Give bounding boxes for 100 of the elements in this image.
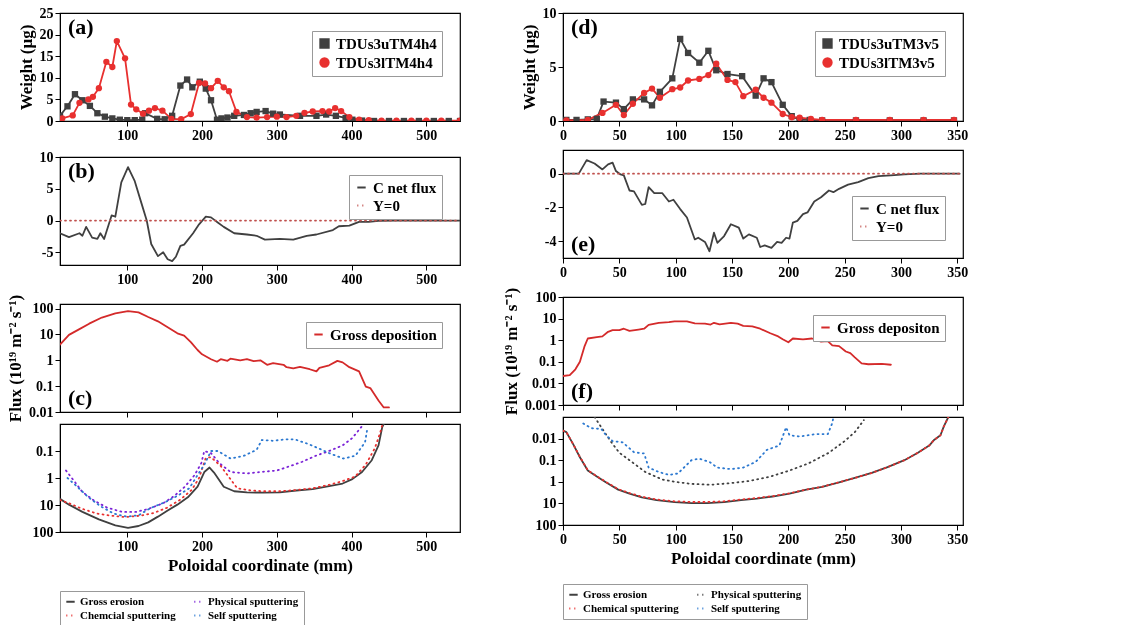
x-tick-label: 200 (778, 127, 800, 143)
y-tick-label: 0 (549, 166, 557, 182)
x-tick-label: 350 (947, 127, 969, 143)
y-tick-label: 100 (32, 301, 54, 317)
legend-label: Physical sputtering (711, 587, 802, 600)
x-tick-label: 50 (612, 127, 627, 143)
legend-label: Chemical sputtering (583, 601, 680, 614)
x-tick-label: 150 (722, 127, 744, 143)
y-tick-label: 1 (549, 332, 557, 348)
y-tick-label: 1 (46, 470, 54, 486)
y-tick-label: 15 (39, 48, 54, 64)
x-tick-label: 100 (665, 531, 687, 547)
x-tick-label: 0 (560, 264, 567, 280)
annotation: (c) (68, 385, 93, 410)
y-tick-label: 0.1 (539, 452, 557, 468)
x-tick-label: 200 (192, 271, 214, 287)
legend-label: Chemcial sputtering (80, 608, 177, 621)
x-tick-label: 300 (891, 531, 913, 547)
x-tick-label: 350 (947, 264, 969, 280)
x-tick-label: 0 (560, 531, 567, 547)
x-tick-label: 50 (612, 531, 627, 547)
y-tick-label: 0.01 (532, 431, 557, 447)
x-tick-label: 350 (947, 531, 969, 547)
legend-label: Self sputtering (208, 608, 278, 621)
y-tick-label: 0.1 (539, 354, 557, 370)
y-tick-label: 25 (39, 5, 54, 21)
x-tick-label: 200 (192, 538, 214, 554)
legend-label: TDUs3lTM3v5 (839, 54, 935, 71)
y-tick-label: 10 (542, 311, 557, 327)
legend-label: Y=0 (876, 218, 903, 235)
y-tick-label: 5 (549, 59, 557, 75)
annotation: (b) (68, 158, 95, 183)
x-tick-label: 300 (266, 538, 288, 554)
x-tick-label: 250 (834, 264, 856, 280)
legend-label: Physical sputtering (208, 594, 299, 607)
y-tick-label: 100 (535, 517, 557, 533)
legend-label: C net flux (373, 179, 437, 196)
y-tick-label: 100 (535, 289, 557, 305)
x-tick-label: 250 (834, 127, 856, 143)
x-tick-label: 200 (778, 531, 800, 547)
legend-label: TDUs3lTM4h4 (336, 54, 434, 71)
legend-label: Gross deposition (330, 326, 438, 343)
x-tick-label: 400 (341, 538, 363, 554)
y-tick-label: 10 (39, 497, 54, 513)
y-tick-label: 0.01 (532, 375, 557, 391)
y-tick-label: 0.1 (36, 378, 54, 394)
y-tick-label: 10 (542, 495, 557, 511)
legend-label: Gross depositon (837, 319, 941, 336)
y-tick-label: 10 (39, 149, 54, 165)
y-axis-title: Weight (μg) (16, 24, 36, 111)
y-tick-label: -4 (544, 233, 557, 249)
x-tick-label: 200 (778, 264, 800, 280)
x-tick-label: 100 (665, 127, 687, 143)
x-tick-label: 300 (266, 127, 288, 143)
x-tick-label: 250 (834, 531, 856, 547)
x-axis-title: Poloidal coordinate (mm) (670, 548, 857, 568)
y-tick-label: 0.001 (525, 397, 557, 413)
x-tick-label: 150 (722, 264, 744, 280)
legend-label: TDUs3uTM4h4 (336, 35, 438, 52)
y-axis-title: Weight (μg) (519, 24, 539, 111)
y-axis-title: Flux (10¹⁹ m⁻² s⁻¹) (6, 294, 25, 423)
x-tick-label: 200 (192, 127, 214, 143)
legend-label: Self sputtering (711, 601, 781, 614)
annotation: (d) (571, 14, 598, 39)
x-tick-label: 150 (722, 531, 744, 547)
x-tick-label: 100 (117, 538, 139, 554)
x-tick-label: 500 (416, 538, 438, 554)
x-tick-label: 400 (341, 271, 363, 287)
y-tick-label: 0 (549, 113, 557, 129)
legend-label: C net flux (876, 200, 940, 217)
legend-label: Gross erosion (583, 587, 648, 600)
x-tick-label: 100 (665, 264, 687, 280)
legend-label: TDUs3uTM3v5 (839, 35, 940, 52)
y-tick-label: 10 (542, 5, 557, 21)
y-tick-label: -5 (41, 244, 54, 260)
y-tick-label: 0.01 (29, 404, 54, 420)
y-tick-label: 1 (46, 352, 54, 368)
x-tick-label: 300 (891, 264, 913, 280)
x-tick-label: 100 (117, 127, 139, 143)
y-tick-label: 10 (39, 70, 54, 86)
annotation: (f) (571, 378, 593, 403)
y-tick-label: 0 (46, 213, 54, 229)
y-tick-label: 0 (46, 113, 54, 129)
x-tick-label: 50 (612, 264, 627, 280)
x-tick-label: 400 (341, 127, 363, 143)
x-axis-title: Poloidal coordinate (mm) (167, 555, 354, 575)
y-tick-label: 20 (39, 27, 54, 43)
x-tick-label: 500 (416, 127, 438, 143)
x-tick-label: 100 (117, 271, 139, 287)
y-tick-label: 1 (549, 474, 557, 490)
legend-label: Gross erosion (80, 594, 145, 607)
y-tick-label: 5 (46, 181, 54, 197)
x-tick-label: 500 (416, 271, 438, 287)
y-tick-label: 5 (46, 91, 54, 107)
legend-label: Y=0 (373, 197, 400, 214)
y-tick-label: 10 (39, 326, 54, 342)
x-tick-label: 300 (891, 127, 913, 143)
y-axis-title: Flux (10¹⁹ m⁻² s⁻¹) (502, 287, 521, 416)
annotation: (a) (68, 14, 94, 39)
x-tick-label: 0 (560, 127, 567, 143)
